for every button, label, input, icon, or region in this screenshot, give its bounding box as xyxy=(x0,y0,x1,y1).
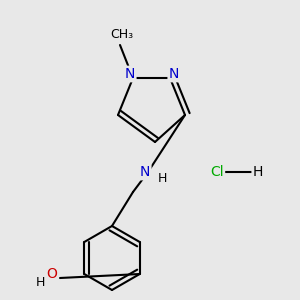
Text: N: N xyxy=(140,165,150,179)
Text: Cl: Cl xyxy=(210,165,224,179)
Text: H: H xyxy=(157,172,167,184)
Text: N: N xyxy=(125,67,135,81)
Text: O: O xyxy=(46,267,57,281)
Text: N: N xyxy=(169,67,179,81)
Text: H: H xyxy=(253,165,263,179)
Text: H: H xyxy=(35,277,45,290)
Text: CH₃: CH₃ xyxy=(110,28,134,41)
